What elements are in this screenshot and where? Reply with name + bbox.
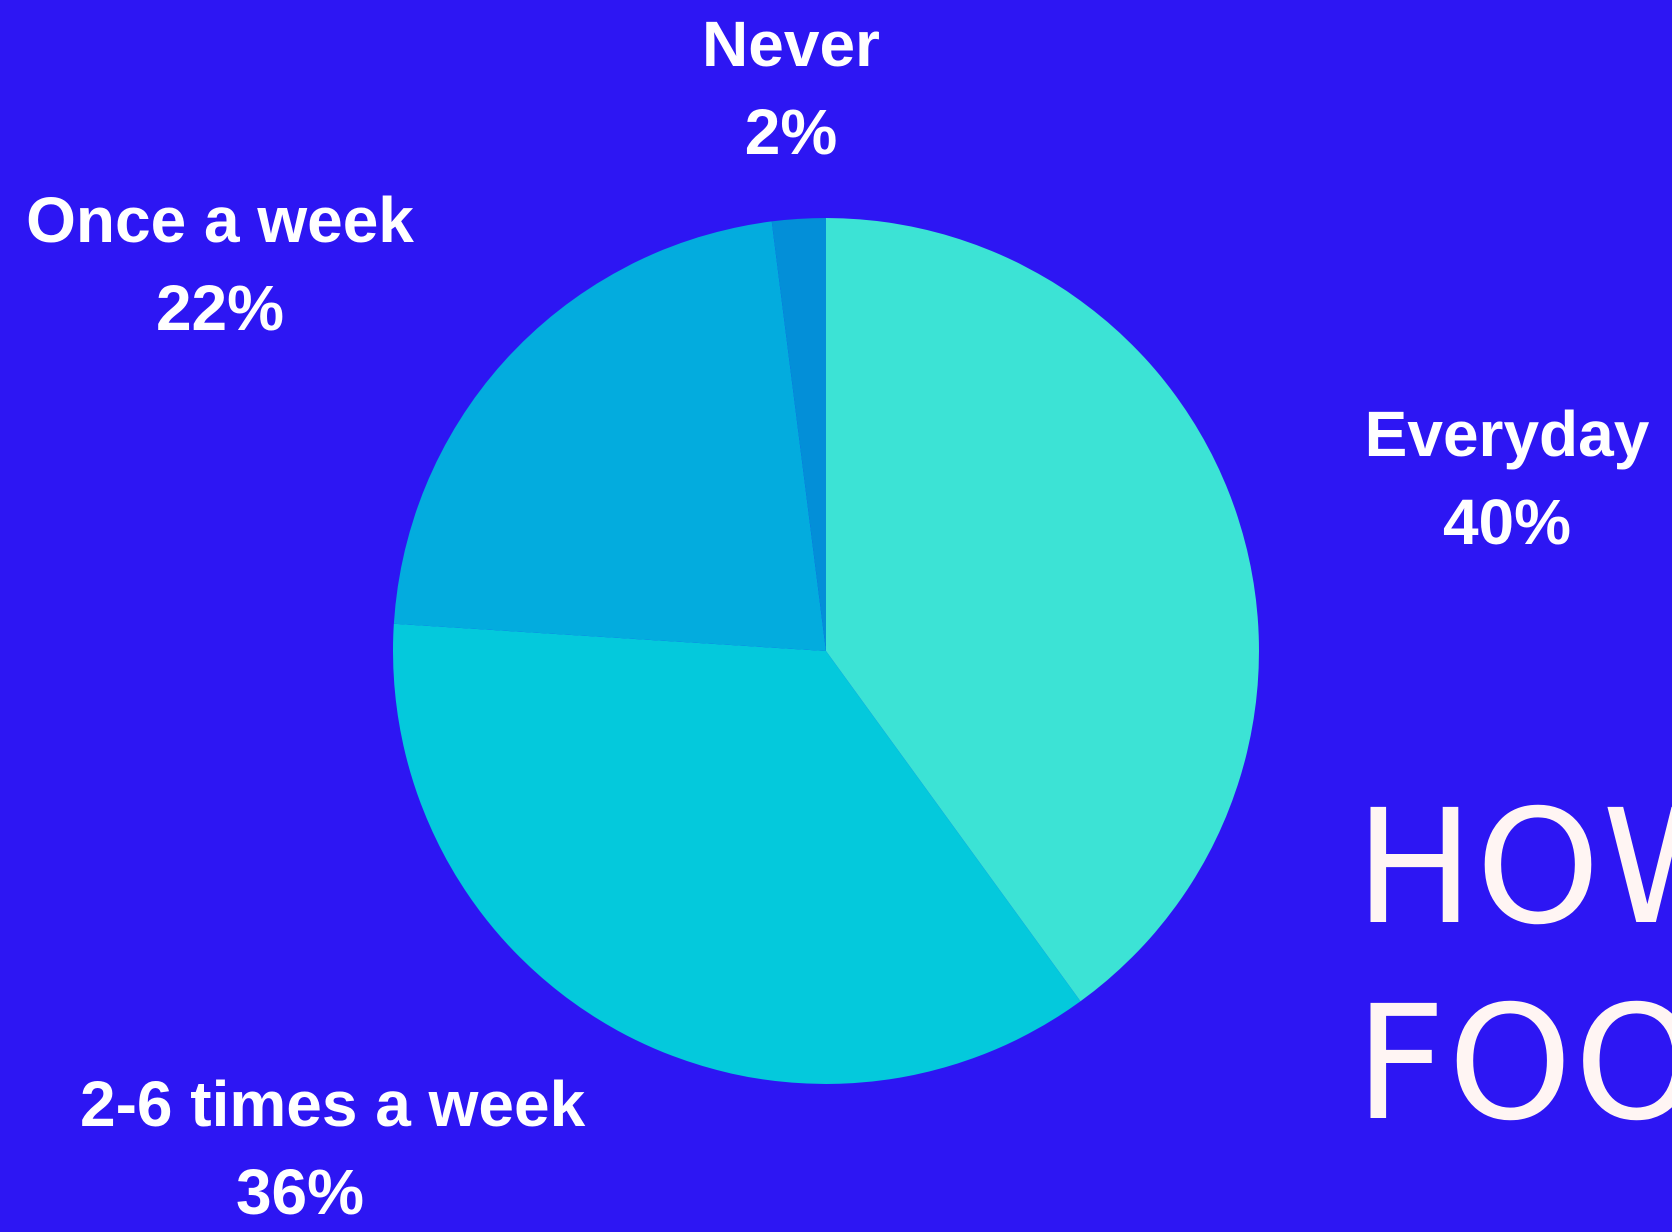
headline-title: HOW FOO [1355,770,1672,1162]
slice-label-once-a-week: Once a week 22% [0,176,440,352]
pie-slice-2-6-times-a-week [392,623,1081,1084]
slice-category-once-a-week: Once a week [26,184,414,256]
slice-label-2-6-times-a-week: 2-6 times a week 36% [80,1060,586,1232]
slice-value-once-a-week: 22% [155,272,285,344]
slice-label-never: Never 2% [571,0,1011,176]
pie-slice-never [771,218,826,651]
pie-slice-everyday [826,218,1259,1002]
slice-category-never: Never [702,8,880,80]
slice-value-never: 2% [744,96,838,168]
headline-line-1: HOW [1355,776,1672,960]
headline-line-2: FOO [1355,972,1672,1156]
pie-slice-once-a-week [393,221,826,651]
slice-value-2-6-times-a-week: 36% [235,1156,365,1228]
slice-value-everyday: 40% [1442,486,1572,558]
slice-label-everyday: Everyday 40% [1287,390,1672,566]
slice-category-2-6-times-a-week: 2-6 times a week [80,1068,586,1140]
slice-category-everyday: Everyday [1364,398,1650,470]
